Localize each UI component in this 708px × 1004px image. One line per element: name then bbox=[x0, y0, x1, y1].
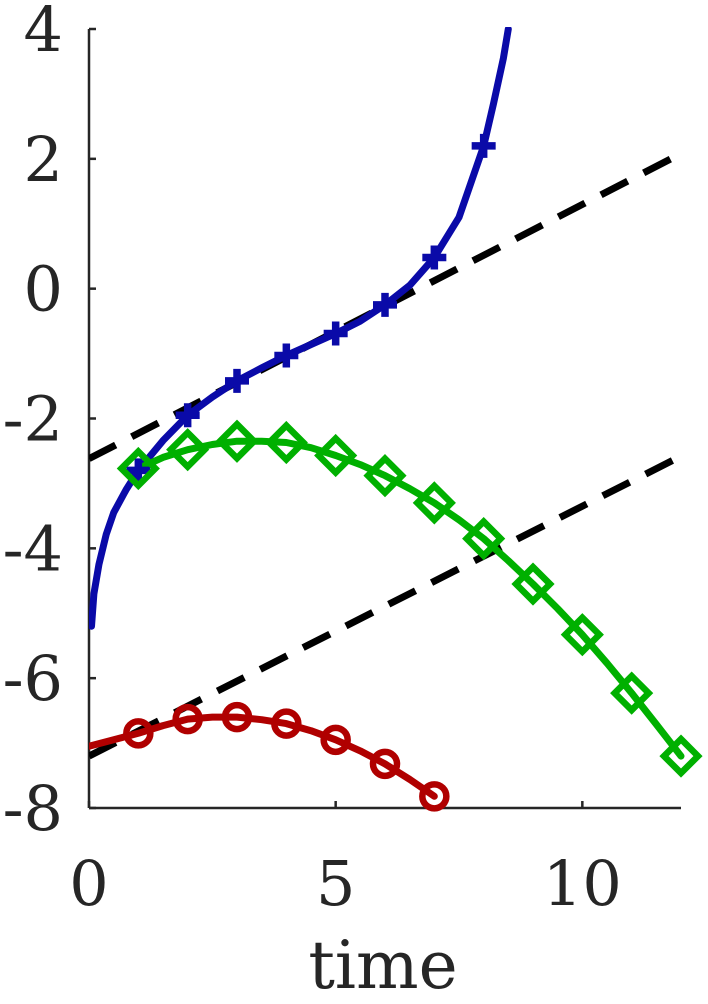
plus-marker bbox=[225, 368, 249, 393]
diamond-marker bbox=[610, 671, 654, 715]
diamond-marker bbox=[659, 734, 703, 778]
y-tick-label: -4 bbox=[3, 512, 63, 585]
circle-marker bbox=[419, 781, 450, 812]
x-tick-label: 10 bbox=[543, 847, 622, 920]
y-tick-label: 2 bbox=[24, 123, 63, 196]
diamond-marker bbox=[264, 420, 308, 465]
circle-series-line bbox=[89, 713, 438, 800]
plus-series-line bbox=[89, 27, 512, 630]
circle-marker bbox=[369, 748, 401, 780]
circle-marker bbox=[271, 708, 302, 739]
y-tick-label: -8 bbox=[3, 772, 63, 845]
x-axis-title: time bbox=[308, 927, 457, 1004]
plus-marker bbox=[274, 343, 299, 368]
diamond-marker bbox=[462, 516, 506, 561]
plot-area bbox=[89, 27, 703, 812]
circle-marker bbox=[320, 724, 351, 756]
circle-marker bbox=[221, 701, 253, 733]
diamond-marker bbox=[166, 428, 210, 472]
diamond-marker bbox=[511, 562, 555, 606]
diamond-marker bbox=[560, 613, 604, 657]
plus-marker bbox=[422, 245, 447, 270]
circle-marker bbox=[123, 718, 154, 749]
y-tick-label: 4 bbox=[24, 0, 63, 66]
y-tick-label: -6 bbox=[3, 642, 63, 715]
y-tick-label: 0 bbox=[24, 253, 63, 326]
plus-marker bbox=[323, 321, 348, 346]
diamond-series-line bbox=[134, 437, 685, 760]
circle-marker bbox=[172, 703, 203, 735]
diamond-marker bbox=[363, 454, 407, 498]
diamond-marker bbox=[116, 446, 160, 491]
axes bbox=[87, 27, 681, 810]
diamond-marker bbox=[314, 433, 358, 478]
x-tick-label: 0 bbox=[69, 847, 108, 920]
plus-marker bbox=[126, 458, 151, 483]
plus-marker bbox=[471, 133, 496, 158]
x-tick-label: 5 bbox=[316, 847, 355, 920]
plus-marker bbox=[373, 292, 397, 317]
diamond-marker bbox=[215, 419, 259, 463]
plus-marker bbox=[175, 403, 200, 428]
tick-labels: -8 -6 -4 -2 0 2 4 0 5 10 bbox=[3, 0, 622, 920]
y-tick-label: -2 bbox=[3, 383, 63, 456]
diamond-marker bbox=[412, 481, 456, 525]
